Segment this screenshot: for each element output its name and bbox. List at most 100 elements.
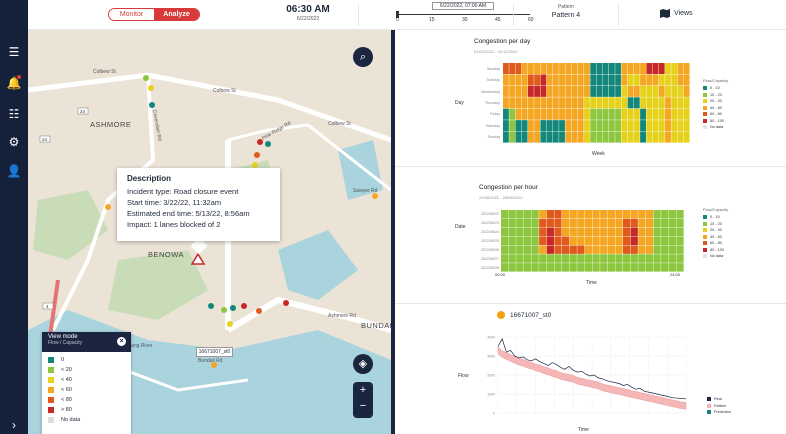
heatmap-cell[interactable] bbox=[569, 210, 577, 219]
heatmap-cell[interactable] bbox=[630, 245, 638, 254]
sensor-marker[interactable] bbox=[148, 85, 154, 91]
heatmap-cell[interactable] bbox=[652, 120, 659, 132]
heatmap-cell[interactable] bbox=[552, 131, 559, 143]
heatmap-cell[interactable] bbox=[671, 85, 678, 97]
heatmap-cell[interactable] bbox=[615, 210, 623, 219]
heatmap-cell[interactable] bbox=[652, 85, 659, 97]
heatmap-cell[interactable] bbox=[676, 254, 684, 263]
heatmap-cell[interactable] bbox=[516, 263, 524, 272]
heatmap-cell[interactable] bbox=[584, 120, 590, 132]
heatmap-cell[interactable] bbox=[584, 236, 593, 246]
heatmap-cell[interactable] bbox=[562, 218, 570, 228]
heatmap-cell[interactable] bbox=[633, 85, 640, 97]
heatmap-cell[interactable] bbox=[516, 236, 524, 246]
heatmap-cell[interactable] bbox=[668, 245, 676, 254]
heatmap-cell[interactable] bbox=[623, 218, 631, 228]
heatmap-cell[interactable] bbox=[615, 108, 622, 120]
heatmap-cell[interactable] bbox=[633, 108, 640, 120]
heatmap-cell[interactable] bbox=[640, 63, 646, 75]
heatmap-cell[interactable] bbox=[516, 245, 524, 254]
heatmap-cell[interactable] bbox=[562, 263, 570, 272]
heatmap-cell[interactable] bbox=[630, 263, 638, 272]
heatmap-cell[interactable] bbox=[552, 97, 559, 109]
heatmap-cell[interactable] bbox=[584, 63, 590, 75]
heatmap-cell[interactable] bbox=[569, 218, 577, 228]
heatmap-cell[interactable] bbox=[540, 63, 547, 75]
heatmap-cell[interactable] bbox=[676, 227, 684, 237]
heatmap-cell[interactable] bbox=[607, 236, 615, 246]
heatmap-cell[interactable] bbox=[645, 236, 654, 246]
heatmap-cell[interactable] bbox=[539, 263, 547, 272]
heatmap-cell[interactable] bbox=[577, 236, 585, 246]
heatmap-cell[interactable] bbox=[627, 97, 634, 109]
heatmap-cell[interactable] bbox=[552, 63, 559, 75]
analyze-tab[interactable]: Analyze bbox=[154, 9, 199, 20]
heatmap-cell[interactable] bbox=[653, 263, 661, 272]
heatmap-cell[interactable] bbox=[577, 218, 585, 228]
heatmap-cell[interactable] bbox=[683, 108, 690, 120]
heatmap-cell[interactable] bbox=[592, 236, 600, 246]
heatmap-cell[interactable] bbox=[534, 97, 540, 109]
heatmap-cell[interactable] bbox=[540, 120, 547, 132]
heatmap-cell[interactable] bbox=[676, 210, 684, 219]
heatmap-cell[interactable] bbox=[503, 63, 509, 75]
heatmap-cell[interactable] bbox=[602, 97, 609, 109]
heatmap-cell[interactable] bbox=[633, 97, 640, 109]
heatmap-cell[interactable] bbox=[546, 74, 553, 86]
heatmap-cell[interactable] bbox=[621, 85, 628, 97]
heatmap-cell[interactable] bbox=[627, 85, 634, 97]
heatmap-cell[interactable] bbox=[607, 254, 615, 263]
heatmap-cell[interactable] bbox=[509, 63, 516, 75]
sensor-marker[interactable] bbox=[241, 303, 247, 309]
sensor-marker[interactable] bbox=[265, 141, 271, 147]
heatmap-cell[interactable] bbox=[615, 74, 622, 86]
warning-icon[interactable] bbox=[190, 252, 206, 265]
heatmap-cell[interactable] bbox=[546, 210, 554, 219]
heatmap-cell[interactable] bbox=[600, 254, 608, 263]
heatmap-cell[interactable] bbox=[521, 131, 528, 143]
heatmap-cell[interactable] bbox=[562, 227, 570, 237]
heatmap-cell[interactable] bbox=[627, 131, 634, 143]
heatmap-cell[interactable] bbox=[653, 210, 661, 219]
sensor-marker[interactable] bbox=[230, 305, 236, 311]
heatmap-cell[interactable] bbox=[577, 85, 584, 97]
heatmap-cell[interactable] bbox=[683, 131, 690, 143]
zoom-in-icon[interactable]: + bbox=[359, 384, 367, 396]
heatmap-cell[interactable] bbox=[646, 97, 653, 109]
heatmap-cell[interactable] bbox=[546, 85, 553, 97]
heatmap-cell[interactable] bbox=[640, 97, 646, 109]
heatmap-cell[interactable] bbox=[653, 245, 661, 254]
heatmap-cell[interactable] bbox=[521, 108, 528, 120]
heatmap-cell[interactable] bbox=[539, 245, 547, 254]
heatmap-cell[interactable] bbox=[584, 108, 590, 120]
heatmap-cell[interactable] bbox=[546, 63, 553, 75]
heatmap-cell[interactable] bbox=[546, 254, 554, 263]
heatmap-cell[interactable] bbox=[515, 63, 522, 75]
heatmap-cell[interactable] bbox=[590, 108, 597, 120]
heatmap-cell[interactable] bbox=[590, 131, 597, 143]
heatmap-cell[interactable] bbox=[677, 97, 684, 109]
heatmap-cell[interactable] bbox=[592, 263, 600, 272]
heatmap-canvas[interactable] bbox=[501, 210, 684, 272]
heatmap-cell[interactable] bbox=[516, 218, 524, 228]
sensor-tag[interactable]: 16671007_st0 bbox=[196, 347, 233, 357]
heatmap-cell[interactable] bbox=[501, 218, 509, 228]
heatmap-cell[interactable] bbox=[621, 120, 628, 132]
sensor-line-chart[interactable]: 4000 3000 2000 1000 0 bbox=[480, 333, 688, 426]
sensor-marker[interactable] bbox=[143, 75, 149, 81]
heatmap-cell[interactable] bbox=[630, 227, 638, 237]
sensor-marker[interactable] bbox=[256, 308, 262, 314]
heatmap-cell[interactable] bbox=[534, 108, 540, 120]
heatmap-cell[interactable] bbox=[676, 245, 684, 254]
heatmap-cell[interactable] bbox=[509, 131, 516, 143]
heatmap-cell[interactable] bbox=[531, 218, 539, 228]
heatmap-cell[interactable] bbox=[638, 227, 646, 237]
heatmap-cell[interactable] bbox=[677, 108, 684, 120]
heatmap-cell[interactable] bbox=[621, 131, 628, 143]
heatmap-cell[interactable] bbox=[503, 120, 509, 132]
heatmap-cell[interactable] bbox=[683, 74, 690, 86]
heatmap-cell[interactable] bbox=[516, 254, 524, 263]
heatmap-cell[interactable] bbox=[615, 263, 623, 272]
heatmap-cell[interactable] bbox=[607, 218, 615, 228]
heatmap-cell[interactable] bbox=[661, 210, 669, 219]
